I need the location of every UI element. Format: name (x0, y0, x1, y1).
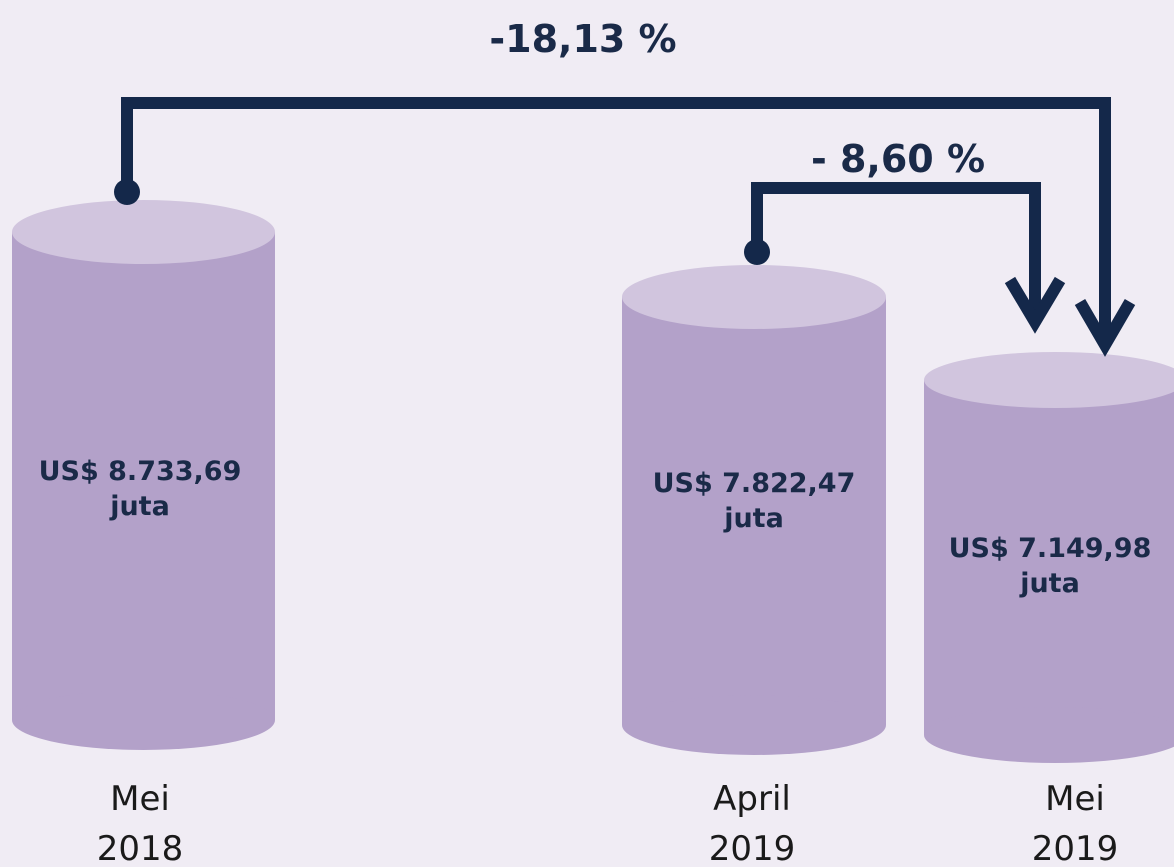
connector-short (744, 182, 1066, 334)
connector-long (114, 97, 1136, 357)
cylinder (622, 265, 886, 755)
cylinder (12, 200, 275, 750)
change-label: - 8,60 % (811, 137, 985, 181)
unit: juta (109, 491, 170, 522)
amount: US$ 8.733,69 (39, 456, 242, 487)
period-year: 2018 (97, 829, 184, 867)
period-month: Mei (110, 779, 170, 819)
period-year: 2019 (709, 829, 796, 867)
period-year: 2019 (1032, 829, 1119, 867)
change-label: -18,13 % (489, 17, 676, 61)
unit: juta (723, 503, 784, 534)
period-month: April (713, 779, 791, 819)
amount: US$ 7.149,98 (949, 533, 1152, 564)
unit: juta (1019, 568, 1080, 599)
period-month: Mei (1045, 779, 1105, 819)
amount: US$ 7.822,47 (653, 468, 856, 499)
cylinder (924, 352, 1174, 763)
